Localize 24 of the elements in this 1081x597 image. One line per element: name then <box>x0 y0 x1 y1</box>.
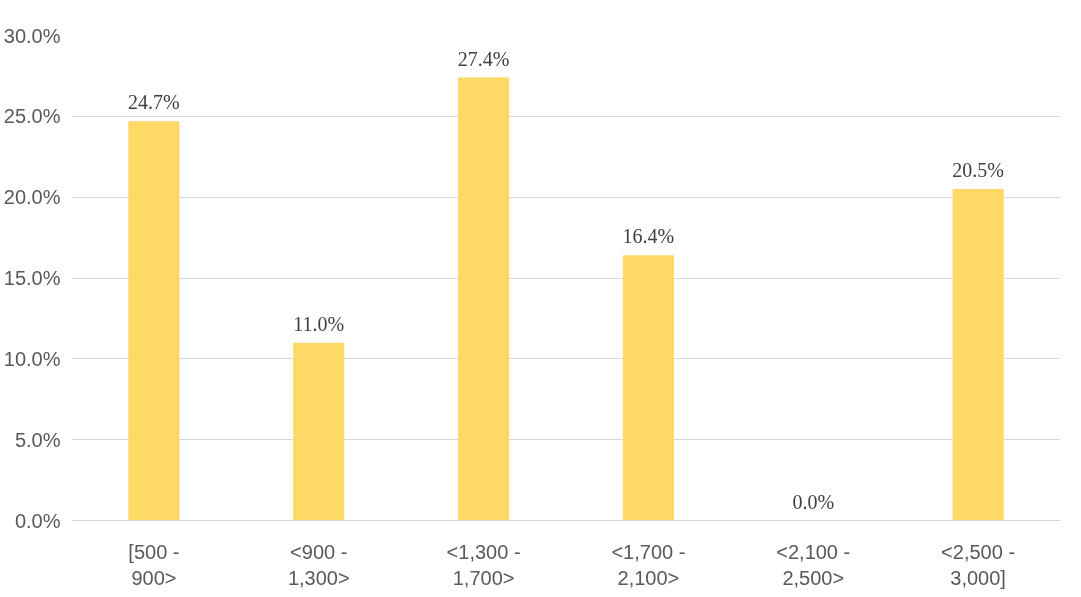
data-label: 27.4% <box>457 47 510 70</box>
y-tick-label: 15.0% <box>3 267 61 289</box>
y-tick-label: 30.0% <box>3 24 61 47</box>
y-tick-label: 5.0% <box>14 428 61 451</box>
x-tick-label: [500 - 900> <box>128 540 180 589</box>
x-tick-label: <1,700 - 2,100> <box>611 540 686 589</box>
x-tick-label: <900 - 1,300> <box>287 540 350 589</box>
data-label: 20.5% <box>952 159 1004 182</box>
bar <box>293 342 345 521</box>
data-label: 0.0% <box>792 490 835 513</box>
data-label: 24.7% <box>128 91 180 114</box>
bar <box>128 121 180 521</box>
data-label: 16.4% <box>622 225 675 248</box>
y-tick-label: 10.0% <box>3 347 61 370</box>
x-tick-label: <2,100 - 2,500> <box>776 540 851 589</box>
bar <box>622 255 674 521</box>
y-tick-label: 25.0% <box>3 105 61 128</box>
bar <box>952 189 1004 521</box>
x-tick-label: <2,500 - 3,000] <box>941 540 1016 589</box>
data-label: 11.0% <box>293 312 345 335</box>
x-tick-label: <1,300 - 1,700> <box>446 540 521 589</box>
y-tick-label: 20.0% <box>3 186 61 209</box>
y-tick-label: 0.0% <box>14 509 61 532</box>
bar <box>458 77 510 521</box>
